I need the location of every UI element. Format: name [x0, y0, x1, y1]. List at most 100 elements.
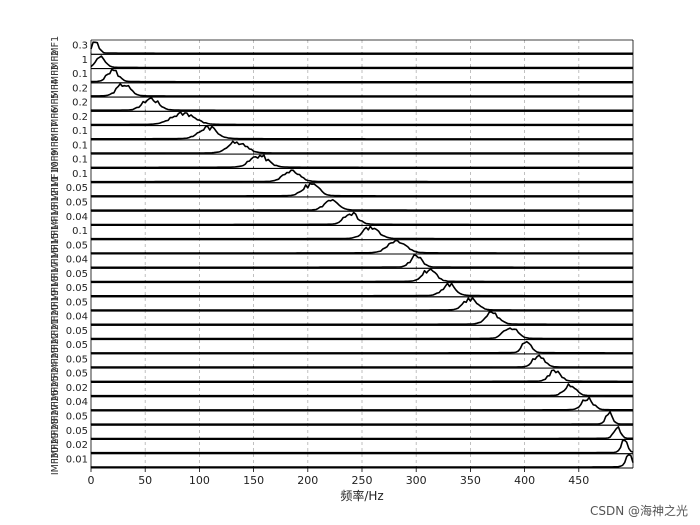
y-tick-label: 0.05	[66, 369, 88, 380]
imf-label: IMF21	[50, 318, 61, 347]
imf-label: IMF10	[50, 161, 61, 190]
spectrum-line	[91, 268, 633, 283]
imf-label: IMF25	[50, 375, 61, 404]
imf-label: IMF9	[50, 150, 61, 173]
imf-panel: 0.04 IMF16	[50, 247, 634, 275]
x-tick-label: 0	[88, 474, 95, 487]
y-tick-label: 0.02	[66, 440, 88, 451]
y-tick-label: 0.3	[72, 41, 88, 52]
spectrum-line	[91, 340, 633, 354]
imf-label: IMF1	[50, 36, 61, 59]
imf-panel: 0.05 IMF11	[50, 176, 634, 205]
y-tick-label: 0.1	[72, 140, 88, 151]
imf-label: IMF6	[50, 107, 61, 130]
y-tick-label: 0.05	[66, 340, 88, 351]
spectrum-line	[91, 83, 633, 97]
imf-label: IMF29	[50, 432, 61, 461]
y-tick-label: 0.1	[72, 226, 88, 237]
spectrum-line	[91, 354, 633, 368]
spectrum-line	[90, 55, 633, 69]
spectrum-line	[91, 169, 633, 183]
y-tick-label: 0.2	[72, 112, 88, 123]
y-tick-label: 0.05	[66, 240, 88, 251]
imf-panel: 0.05 IMF27	[50, 404, 634, 432]
y-tick-label: 0.04	[66, 255, 88, 266]
y-tick-label: 0.05	[66, 283, 88, 294]
imf-label: IMF14	[50, 218, 61, 247]
imf-label: IMF2	[50, 50, 61, 73]
x-tick-label: 50	[138, 474, 152, 487]
imf-panel: 0.05 IMF21	[50, 318, 634, 347]
y-tick-label: 0.1	[72, 155, 88, 166]
x-tick-label: 250	[352, 474, 373, 487]
imf-panel: 0.05 IMF24	[50, 361, 634, 390]
imf-panel: 0.04 IMF20	[50, 304, 634, 333]
spectrum-line	[91, 198, 633, 211]
y-tick-label: 0.1	[72, 126, 88, 137]
imf-panel: 0.05 IMF15	[50, 233, 634, 261]
y-tick-label: 0.05	[66, 183, 88, 194]
x-axis-label: 频率/Hz	[340, 488, 383, 503]
y-tick-label: 1	[82, 55, 88, 66]
imf-panel: 0.04 IMF26	[50, 390, 634, 419]
spectrum-line	[91, 396, 633, 411]
imf-panel: 0.05 IMF18	[50, 275, 634, 304]
y-tick-label: 0.04	[66, 212, 88, 223]
imf-label: IMF7	[50, 121, 61, 144]
imf-panels: 0.3IMF11IMF20.1IMF30.2IMF40.2IMF50.2IMF6…	[50, 36, 634, 476]
imf-panel: 0.04 IMF13	[50, 204, 634, 233]
imf-panel: 0.05 IMF22	[50, 332, 634, 361]
y-tick-label: 0.04	[66, 397, 88, 408]
imf-label: IMF11	[50, 176, 61, 205]
y-tick-label: 0.05	[66, 297, 88, 308]
spectrum-line	[91, 411, 633, 425]
imf-panel: 0.05 IMF28	[50, 418, 634, 447]
spectrum-line	[91, 140, 633, 154]
x-tick-label: 350	[460, 474, 481, 487]
imf-label: IMF26	[50, 390, 61, 419]
y-tick-label: 0.05	[66, 354, 88, 365]
spectrum-line	[91, 154, 633, 169]
y-tick-label: 0.04	[66, 312, 88, 323]
imf-panel: 0.1 IMF14	[50, 218, 634, 247]
y-tick-label: 0.05	[66, 197, 88, 208]
imf-panel: 0.02 IMF29	[50, 432, 634, 461]
spectrum-line	[91, 311, 633, 326]
imf-label: IMF19	[50, 290, 61, 319]
spectrum-line	[91, 68, 633, 83]
x-tick-label: 400	[514, 474, 535, 487]
imf-panel: 0.05 IMF12	[50, 190, 634, 219]
spectrum-line	[91, 426, 633, 440]
spectrum-line	[91, 282, 633, 297]
y-tick-label: 0.05	[66, 326, 88, 337]
y-tick-label: 0.1	[72, 169, 88, 180]
imf-label: IMF18	[50, 275, 61, 304]
imf-label: IMF17	[50, 261, 61, 290]
spectrum-line	[91, 369, 633, 383]
spectrum-line	[91, 296, 633, 311]
y-tick-label: 0.2	[72, 83, 88, 94]
spectrum-line	[91, 453, 634, 468]
imf-label: IMF3	[50, 64, 61, 87]
imf-panel: 0.3 IMF1	[50, 36, 634, 59]
imf-panel: 0.05 IMF17	[50, 261, 634, 290]
spectrum-line	[90, 41, 633, 55]
imf-label: IMF12	[50, 190, 61, 219]
y-tick-label: 0.2	[72, 98, 88, 109]
spectrum-line	[91, 111, 633, 126]
spectrum-line	[91, 254, 633, 269]
imf-label: IMF23	[50, 347, 61, 376]
imf-label: IMF24	[50, 361, 61, 390]
spectrum-line	[91, 97, 633, 112]
imf-label: IMF30	[50, 447, 61, 476]
imf-label: IMF5	[50, 93, 61, 116]
imf-label: IMF28	[50, 418, 61, 447]
spectrum-line	[91, 211, 633, 226]
x-tick-label: 200	[297, 474, 318, 487]
imf-label: IMF13	[50, 204, 61, 233]
imf-label: IMF8	[50, 136, 61, 159]
imf-panel: 0.01 IMF30	[50, 447, 634, 476]
spectrum-line	[91, 439, 634, 454]
y-tick-label: 0.1	[72, 69, 88, 80]
imf-label: IMF20	[50, 304, 61, 333]
